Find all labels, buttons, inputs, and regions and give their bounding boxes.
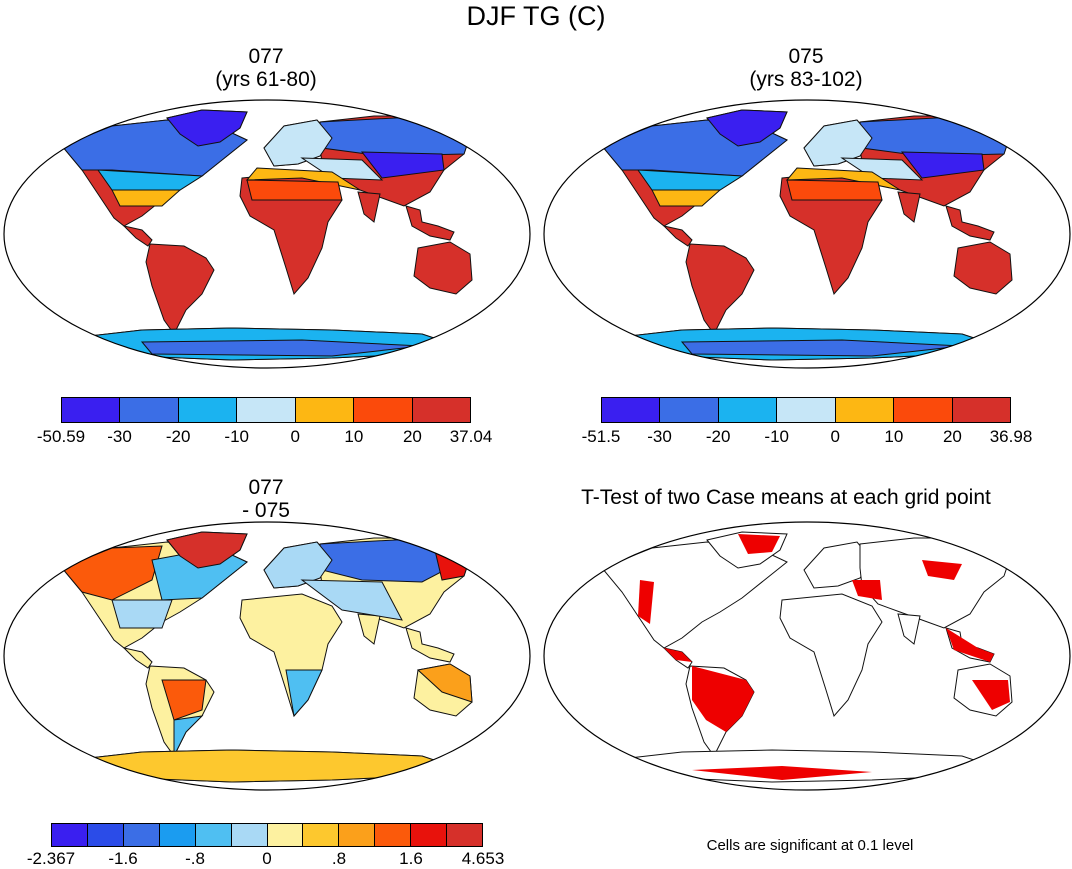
colorbar-tick-label: .8 (331, 849, 347, 868)
colorbar-tick-label: -.8 (185, 849, 205, 868)
colorbar-tick-label: 10 (344, 427, 364, 446)
colorbar-swatch (777, 398, 836, 422)
colorbar-tick-label: 20 (402, 427, 422, 446)
colorbar-tick-label: 1.6 (399, 849, 423, 868)
panel1-title: 077 (yrs 61-80) (166, 45, 366, 91)
colorbar-swatch (411, 824, 448, 846)
panel4-title: T-Test of two Case means at each grid po… (581, 486, 991, 509)
colorbar-swatch (178, 398, 238, 422)
colorbar-swatch (835, 398, 895, 422)
colorbar-tick-label: 4.653 (461, 849, 505, 868)
colorbar-swatch (660, 398, 719, 422)
colorbar-tick-label: -20 (705, 427, 731, 446)
colorbar-tick-label: 37.04 (449, 427, 493, 446)
colorbar-swatch (952, 398, 1010, 422)
colorbar-tick-label: -51.5 (581, 427, 621, 446)
colorbar-swatch (159, 824, 196, 846)
colorbar-swatch (354, 398, 413, 422)
colorbar-panel3 (51, 823, 483, 847)
colorbar-tick-label: -1.6 (108, 849, 138, 868)
map-panel2 (543, 99, 1071, 369)
significance-note: Cells are significant at 0.1 level (706, 837, 914, 854)
colorbar-panel2 (601, 397, 1011, 423)
colorbar-tick-label: -30 (107, 427, 132, 446)
figure-title: DJF TG (C) (466, 1, 606, 31)
colorbar-swatch (602, 398, 661, 422)
colorbar-swatch (303, 824, 340, 846)
colorbar-swatch (375, 824, 412, 846)
colorbar-swatch (339, 824, 376, 846)
map-panel3 (3, 521, 531, 791)
colorbar-tick-label: 10 (884, 427, 904, 446)
map-panel1 (3, 99, 531, 369)
colorbar-tick-label: -30 (647, 427, 672, 446)
panel1-case: 077 (248, 45, 284, 68)
colorbar-swatch (120, 398, 179, 422)
panel2-case: 075 (788, 45, 824, 68)
colorbar-swatch (412, 398, 470, 422)
colorbar-swatch (195, 824, 232, 846)
panel2-years: (yrs 83-102) (749, 68, 863, 91)
colorbar-swatch (295, 398, 355, 422)
colorbar-swatch (231, 824, 268, 846)
panel3-title: 077 - 075 (166, 476, 366, 522)
colorbar-tick-label: 0 (830, 427, 841, 446)
panel1-years: (yrs 61-80) (215, 68, 317, 91)
colorbar-tick-label: 0 (262, 849, 272, 868)
colorbar-swatch (237, 398, 296, 422)
colorbar-tick-label: -2.367 (26, 849, 76, 868)
colorbar-swatch (123, 824, 160, 846)
colorbar-panel1 (61, 397, 471, 423)
panel2-title: 075 (yrs 83-102) (706, 45, 906, 91)
colorbar-tick-label: -20 (165, 427, 191, 446)
colorbar-tick-label: 20 (942, 427, 962, 446)
colorbar-tick-label: 0 (290, 427, 301, 446)
colorbar-tick-label: -50.59 (36, 427, 86, 446)
colorbar-swatch (52, 824, 88, 846)
colorbar-swatch (62, 398, 121, 422)
panel3-case: 077 (248, 476, 284, 499)
colorbar-swatch (447, 824, 483, 846)
colorbar-tick-label: -10 (764, 427, 789, 446)
panel3-diff: - 075 (242, 499, 290, 522)
colorbar-swatch (87, 824, 124, 846)
colorbar-tick-label: -10 (224, 427, 249, 446)
colorbar-tick-label: 36.98 (989, 427, 1033, 446)
map-panel4 (543, 521, 1071, 791)
colorbar-swatch (267, 824, 304, 846)
colorbar-swatch (894, 398, 953, 422)
colorbar-swatch (718, 398, 778, 422)
